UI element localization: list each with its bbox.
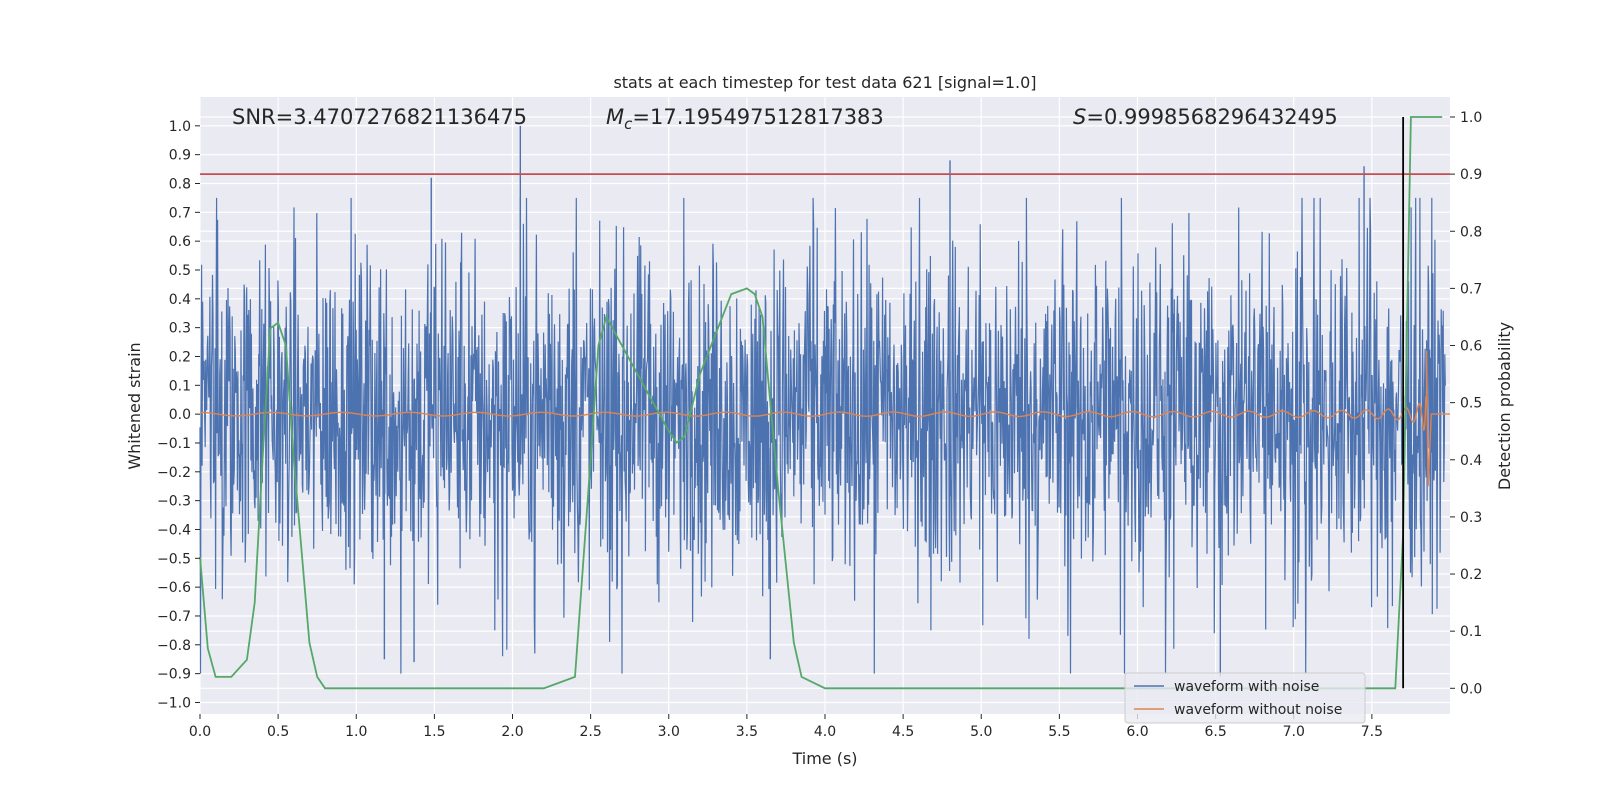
x-tick-label: 1.0	[345, 724, 367, 740]
y2-tick-label: 0.0	[1460, 681, 1482, 697]
y2-tick-label: 0.8	[1460, 224, 1482, 240]
y2-axis-label: Detection probability	[1495, 322, 1514, 490]
y2-tick-label: 0.7	[1460, 281, 1482, 297]
y2-tick-label: 0.5	[1460, 396, 1482, 412]
y-tick-label: 0.9	[169, 148, 191, 164]
chart-title: stats at each timestep for test data 621…	[613, 73, 1036, 92]
y2-tick-label: 0.1	[1460, 624, 1482, 640]
y-tick-label: −0.6	[157, 580, 191, 596]
x-tick-label: 6.0	[1126, 724, 1148, 740]
y2-tick-label: 0.9	[1460, 167, 1482, 183]
x-tick-label: 0.5	[267, 724, 289, 740]
y2-tick-label: 0.6	[1460, 339, 1482, 355]
x-tick-label: 3.0	[658, 724, 680, 740]
y-tick-label: −0.3	[157, 494, 191, 510]
y-tick-label: −0.2	[157, 465, 191, 481]
series-waveform-with-noise	[199, 125, 1446, 677]
legend-box	[1124, 672, 1366, 724]
y-tick-label: −0.8	[157, 638, 191, 654]
y-tick-label: −1.0	[157, 695, 191, 711]
y-tick-label: 0.3	[169, 321, 191, 337]
y2-tick-label: 1.0	[1460, 110, 1482, 126]
legend-label-clean: waveform without noise	[1174, 702, 1342, 718]
y-tick-label: 0.8	[169, 176, 191, 192]
series-detection-probability	[199, 116, 1443, 690]
x-tick-label: 4.5	[892, 724, 914, 740]
x-tick-label: 6.5	[1204, 724, 1226, 740]
x-tick-label: 2.5	[579, 724, 601, 740]
y-tick-label: 1.0	[169, 119, 191, 135]
y-tick-label: 0.4	[169, 292, 191, 308]
series-waveform-without-noise	[200, 350, 1450, 487]
y-tick-label: 0.7	[169, 205, 191, 221]
snr-annotation: SNR=3.4707276821136475	[232, 105, 527, 129]
y-tick-label: 0.6	[169, 234, 191, 250]
x-tick-label: 4.0	[814, 724, 836, 740]
x-tick-label: 1.5	[423, 724, 445, 740]
chirp-mass-subscript: c	[624, 115, 633, 133]
y-tick-label: 0.0	[169, 407, 191, 423]
y-tick-label: −0.7	[157, 609, 191, 625]
x-tick-label: 5.5	[1048, 724, 1070, 740]
y2-tick-label: 0.4	[1460, 453, 1482, 469]
y-tick-label: 0.1	[169, 378, 191, 394]
s-value: =0.9998568296432495	[1086, 105, 1337, 129]
y-tick-label: −0.9	[157, 667, 191, 683]
noisy-waveform-line	[199, 197, 1446, 674]
reference-lines	[200, 116, 1450, 689]
y-tick-label: 0.2	[169, 349, 191, 365]
y-tick-label: 0.5	[169, 263, 191, 279]
x-tick-label: 2.0	[501, 724, 523, 740]
y2-tick-label: 0.3	[1460, 510, 1482, 526]
chirp-mass-symbol: M	[606, 105, 624, 129]
chirp-mass-annotation: Mc=17.195497512817383	[606, 105, 884, 133]
x-tick-label: 5.0	[970, 724, 992, 740]
legend-label-noisy: waveform with noise	[1174, 679, 1319, 695]
x-tick-label: 3.5	[736, 724, 758, 740]
y2-tick-label: 0.2	[1460, 567, 1482, 583]
s-annotation: S=0.9998568296432495	[1073, 105, 1338, 129]
chirp-mass-value: =17.195497512817383	[632, 105, 883, 129]
x-tick-label: 7.0	[1283, 724, 1305, 740]
probability-line	[199, 116, 1443, 690]
x-tick-label: 0.0	[189, 724, 211, 740]
y-tick-label: −0.4	[157, 522, 191, 538]
y-tick-label: −0.5	[157, 551, 191, 567]
legend: waveform with noise waveform without noi…	[1124, 672, 1366, 724]
y-axis-label: Whitened strain	[125, 342, 144, 469]
axis-ticks: 0.0 0.5 1.0 1.5 2.0 2.5 3.0 3.5 4.0 4.5 5.0 5.5 6.0 6…	[157, 110, 1482, 740]
clean-waveform-line	[200, 350, 1450, 487]
s-symbol: S	[1073, 105, 1086, 129]
x-tick-label: 7.5	[1361, 724, 1383, 740]
x-axis-label: Time (s)	[791, 749, 857, 768]
y-tick-label: −0.1	[157, 436, 191, 452]
